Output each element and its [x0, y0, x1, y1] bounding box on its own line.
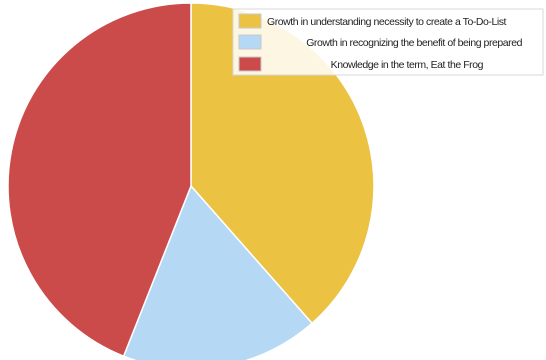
pie-slice-being-prepared	[122, 184, 314, 360]
legend-swatch-todo-list	[238, 13, 262, 29]
legend: Growth in understanding necessity to cre…	[232, 8, 544, 76]
legend-label-todo-list: Growth in understanding necessity to cre…	[267, 16, 507, 28]
pie-slice-eat-the-frog	[7, 2, 192, 358]
legend-swatch-eat-the-frog	[238, 56, 262, 72]
legend-box	[232, 8, 544, 76]
legend-label-eat-the-frog: Knowledge in the term, Eat the Frog	[331, 59, 484, 71]
legend-swatch-being-prepared	[238, 34, 262, 50]
legend-label-being-prepared: Growth in recognizing the benefit of bei…	[306, 37, 522, 49]
pie-slices	[7, 2, 375, 360]
